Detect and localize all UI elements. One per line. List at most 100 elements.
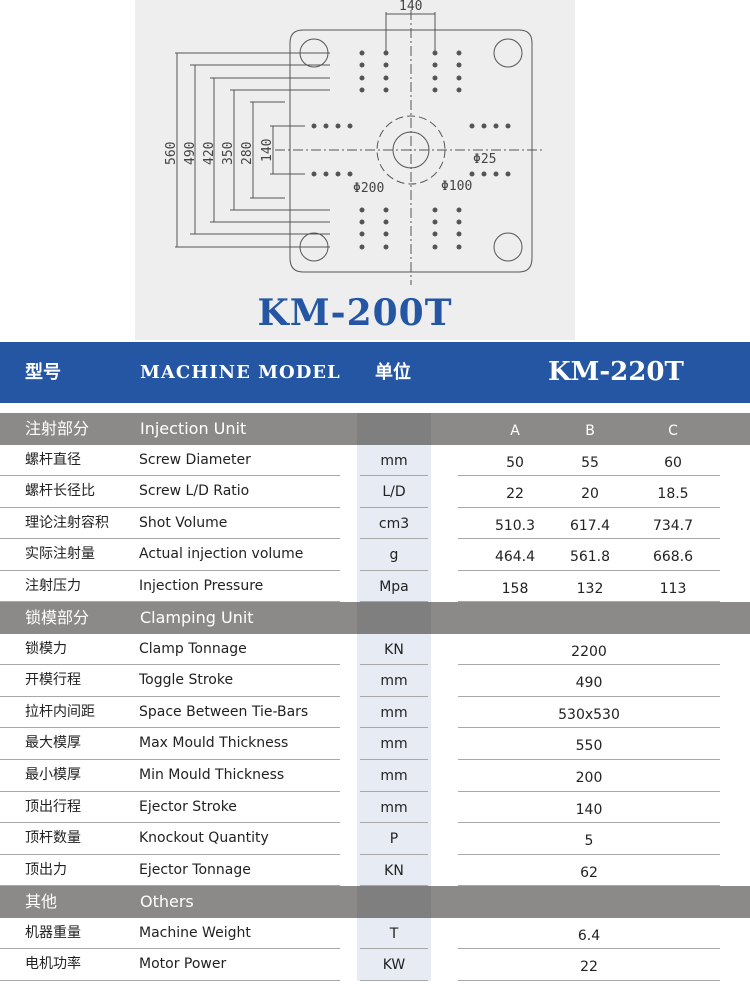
- platen-drawing: 140 560 490 420 350 280 140 Φ200 Φ100 Φ2…: [135, 0, 575, 340]
- row-en: Max Mould Thickness: [139, 735, 289, 752]
- row-value: 132: [576, 580, 604, 597]
- row-unit: KW: [382, 957, 406, 974]
- row-cn: 锁模力: [25, 640, 67, 657]
- dim-label: Φ100: [441, 179, 472, 194]
- row-unit: T: [389, 925, 399, 942]
- spec-row: 顶出行程 Ejector Stroke mm 140: [0, 791, 750, 824]
- spec-row: 理论注射容积 Shot Volume cm3 510.3 617.4 734.7: [0, 507, 750, 540]
- row-unit: mm: [380, 704, 408, 721]
- section-cn: 锁模部分: [25, 608, 90, 628]
- row-en: Screw Diameter: [139, 451, 251, 468]
- row-cn: 开模行程: [25, 672, 81, 689]
- row-unit: L/D: [382, 484, 406, 501]
- row-value: 200: [575, 770, 603, 787]
- row-unit: KN: [384, 862, 404, 879]
- section-en: Others: [140, 892, 194, 912]
- spec-row: 最小模厚 Min Mould Thickness mm 200: [0, 760, 750, 792]
- row-unit: Mpa: [379, 578, 409, 595]
- spec-row: 注射压力 Injection Pressure Mpa 158 132 113: [0, 570, 750, 603]
- section-header: 注射部分 Injection Unit A B C: [0, 413, 750, 445]
- row-cn: 注射压力: [25, 577, 81, 594]
- row-en: Clamp Tonnage: [139, 640, 247, 657]
- column-header: C: [668, 423, 678, 439]
- dim-label: 350: [221, 142, 236, 165]
- spec-row: 拉杆内间距 Space Between Tie-Bars mm 530x530: [0, 696, 750, 729]
- row-en: Actual injection volume: [139, 546, 304, 563]
- row-en: Motor Power: [139, 956, 227, 973]
- row-value: 55: [581, 454, 599, 471]
- section-en: Injection Unit: [140, 419, 247, 438]
- spec-row: 锁模力 Clamp Tonnage KN 2200: [0, 633, 750, 666]
- row-value: 550: [575, 738, 603, 755]
- spec-row: 电机功率 Motor Power KW 22: [0, 949, 750, 981]
- spec-row: 开模行程 Toggle Stroke mm 490: [0, 665, 750, 697]
- dim-label: 490: [183, 142, 198, 165]
- row-value: 2200: [571, 643, 607, 660]
- row-value: 50: [506, 454, 524, 471]
- row-en: Ejector Stroke: [139, 798, 237, 815]
- dim-label: Φ25: [473, 152, 496, 167]
- section-cn: 其他: [25, 892, 58, 912]
- spec-table: 注射部分 Injection Unit A B C 螺杆直径 Screw Diamet…: [0, 413, 750, 981]
- spec-row: 螺杆长径比 Screw L/D Ratio L/D 22 20 18.5: [0, 476, 750, 508]
- row-value: 5: [584, 833, 594, 850]
- row-en: Knockout Quantity: [139, 830, 269, 847]
- spec-row: 顶出力 Ejector Tonnage KN 62: [0, 854, 750, 887]
- dim-label: 140: [260, 139, 275, 162]
- row-value: 464.4: [494, 549, 536, 566]
- row-cn: 螺杆长径比: [25, 483, 95, 500]
- row-cn: 拉杆内间距: [25, 703, 95, 720]
- row-cn: 机器重量: [25, 924, 81, 941]
- row-en: Ejector Tonnage: [139, 861, 251, 878]
- row-value: 62: [580, 864, 598, 881]
- row-en: Screw L/D Ratio: [139, 483, 250, 500]
- row-value: 734.7: [652, 517, 694, 534]
- row-en: Shot Volume: [139, 514, 228, 531]
- column-header: B: [585, 423, 595, 439]
- spec-row: 实际注射量 Actual injection volume g 464.4 561.…: [0, 539, 750, 571]
- tie-bar-hole: [493, 38, 523, 68]
- row-value: 530x530: [558, 706, 620, 723]
- column-header: A: [510, 423, 520, 439]
- row-value: 6.4: [577, 927, 601, 944]
- row-unit: g: [389, 547, 399, 564]
- row-value: 18.5: [657, 486, 689, 503]
- row-unit: P: [389, 831, 399, 848]
- dim-label: 420: [202, 142, 217, 165]
- section-en: Clamping Unit: [140, 608, 254, 628]
- row-value: 158: [501, 580, 529, 597]
- row-value: 510.3: [494, 517, 536, 534]
- row-unit: cm3: [378, 515, 410, 532]
- drawing-model-title: KM-200T: [257, 292, 453, 334]
- row-unit: KN: [384, 641, 404, 658]
- row-unit: mm: [380, 799, 408, 816]
- row-en: Injection Pressure: [139, 577, 264, 594]
- ejector-holes: [311, 50, 511, 250]
- row-en: Min Mould Thickness: [139, 767, 285, 784]
- row-en: Machine Weight: [139, 924, 251, 941]
- row-value: 60: [664, 454, 682, 471]
- row-unit: mm: [380, 736, 408, 753]
- row-cn: 最大模厚: [25, 735, 81, 752]
- spec-row: 机器重量 Machine Weight T 6.4: [0, 917, 750, 950]
- row-value: 22: [506, 486, 524, 503]
- row-unit: mm: [380, 452, 408, 469]
- spec-row: 最大模厚 Max Mould Thickness mm 550: [0, 728, 750, 761]
- row-value: 113: [659, 580, 687, 597]
- row-value: 490: [575, 675, 603, 692]
- row-value: 561.8: [569, 549, 611, 566]
- section-header: 锁模部分 Clamping Unit: [0, 602, 750, 634]
- row-value: 617.4: [569, 517, 611, 534]
- cn-model-label: 型号: [25, 362, 61, 383]
- row-cn: 最小模厚: [25, 767, 81, 784]
- spec-row: 顶杆数量 Knockout Quantity P 5: [0, 823, 750, 855]
- row-value: 140: [575, 801, 603, 818]
- unit-label: 单位: [375, 362, 411, 383]
- dim-label: 280: [240, 142, 255, 165]
- row-value: 668.6: [652, 549, 694, 566]
- row-cn: 螺杆直径: [25, 451, 81, 468]
- row-cn: 实际注射量: [25, 546, 95, 563]
- model-value: KM-220T: [548, 357, 684, 387]
- row-value: 22: [580, 959, 598, 976]
- header-banner: 型号 MACHINE MODEL 单位 KM-220T: [0, 342, 750, 403]
